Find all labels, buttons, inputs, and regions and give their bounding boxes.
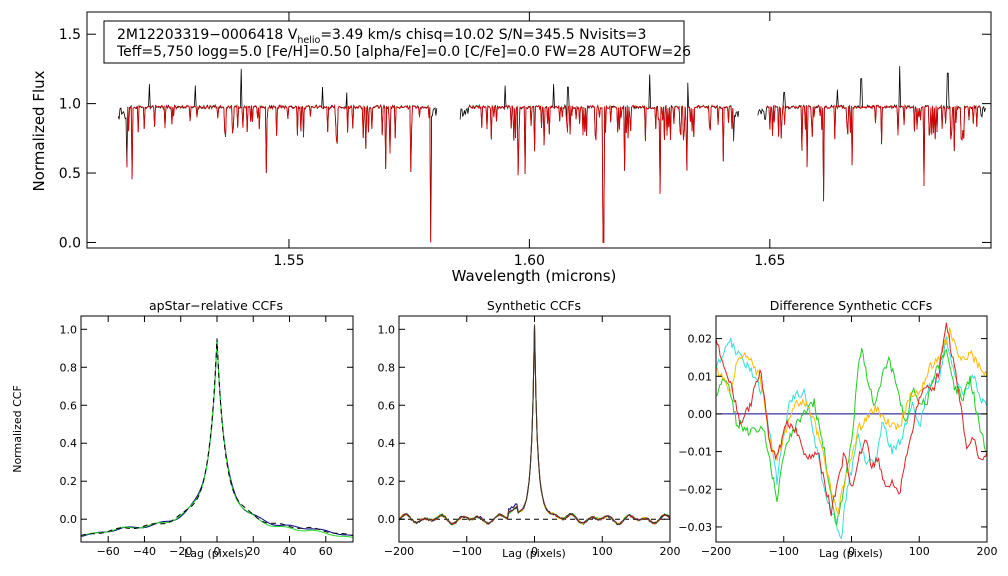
apstar-ccf-ticks: −60 −40 −20 0 20 40 60 0.0 0.2 0.4 0.6 0.8 1.0 [60, 316, 353, 558]
x-tick-label: −100 [769, 545, 799, 558]
spectrum-x-label: Wavelength (microns) [452, 267, 617, 285]
y-tick-label: 0.4 [60, 437, 78, 450]
x-tick-label: −40 [133, 545, 156, 558]
y-tick-label: 0.6 [378, 399, 396, 412]
difference-ccf-plot-area [716, 322, 987, 540]
spectrum-frame [86, 11, 992, 249]
difference-ccf-ticks: −200 −100 0 100 200 −0.03 −0.02 −0.01 0.00 0.01 0.… [678, 316, 998, 558]
y-tick-label: 0.02 [688, 333, 713, 346]
synthetic-ccf-plot-area [399, 323, 670, 526]
x-tick-label: 1.65 [754, 253, 785, 269]
difference-ccf-x-label: Lag (pixels) [819, 547, 883, 560]
x-tick-label: −200 [384, 545, 414, 558]
difference-ccf-diff-red [716, 322, 987, 517]
y-tick-label: 0.0 [60, 513, 78, 526]
y-tick-label: 1.5 [59, 27, 81, 43]
ccf-series-ccf-combined [81, 338, 353, 537]
synthetic-ccf-panel: Synthetic CCFs −200 −100 0 100 200 0.0 0.2 0.4 0… [378, 298, 681, 560]
spectrum-model-line [126, 104, 432, 243]
spectrum-observed-line [459, 74, 740, 243]
y-tick-label: 0.4 [378, 437, 396, 450]
spectrum-y-label: Normalized Flux [30, 70, 48, 191]
y-tick-label: 0.0 [59, 235, 81, 251]
apstar-ccf-plot-area [81, 338, 353, 538]
x-tick-label: 60 [319, 545, 333, 558]
difference-ccf-diff-green [716, 348, 987, 528]
y-tick-label: −0.01 [678, 446, 712, 459]
y-tick-label: 0.8 [60, 361, 78, 374]
y-tick-label: 0.00 [688, 408, 713, 421]
ccf-series-ccf-green [81, 339, 353, 538]
synthetic-ccf-visit-5 [399, 325, 670, 526]
x-tick-label: −20 [169, 545, 192, 558]
x-tick-label: 0 [531, 545, 538, 558]
spectrum-ticks: 1.55 1.60 1.65 0.0 0.5 1.0 1.5 [59, 12, 991, 269]
x-tick-label: 0 [214, 545, 221, 558]
y-tick-label: 1.0 [378, 323, 396, 336]
y-tick-label: −0.03 [678, 521, 712, 534]
x-tick-label: 100 [909, 545, 930, 558]
y-tick-label: 1.0 [59, 97, 81, 113]
spectrum-info-box: 2M12203319−0006418 Vhelio=3.49 km/s chis… [103, 20, 691, 64]
difference-ccf-diff-cyan [716, 336, 987, 540]
x-tick-label: 20 [246, 545, 260, 558]
y-tick-label: 1.0 [60, 323, 78, 336]
y-tick-label: 0.0 [378, 513, 396, 526]
synthetic-ccf-visit-4 [399, 324, 670, 526]
x-tick-label: −100 [452, 545, 482, 558]
apstar-ccf-x-label: Lag (pixels) [184, 547, 248, 560]
y-tick-label: −0.02 [678, 483, 712, 496]
x-tick-label: −60 [97, 545, 120, 558]
x-tick-label: 1.60 [514, 253, 545, 269]
ccf-series-ccf-blue [81, 339, 353, 537]
y-tick-label: 0.2 [60, 475, 78, 488]
spectrum-model-line [468, 103, 734, 243]
x-tick-label: 100 [592, 545, 613, 558]
x-tick-label: 0 [848, 545, 855, 558]
spectrum-plot-area [117, 66, 986, 243]
synthetic-ccf-x-label: Lag (pixels) [502, 547, 566, 560]
x-tick-label: 40 [283, 545, 297, 558]
info-box-frame [103, 20, 685, 64]
y-tick-label: 0.2 [378, 475, 396, 488]
apstar-ccf-title: apStar−relative CCFs [149, 298, 283, 313]
info-line-1: 2M12203319−0006418 Vhelio=3.49 km/s chis… [117, 27, 646, 46]
y-tick-label: 0.01 [688, 370, 713, 383]
y-tick-label: 0.8 [378, 361, 396, 374]
x-tick-label: 200 [977, 545, 998, 558]
synthetic-ccf-visit-1 [399, 324, 670, 526]
difference-ccf-diff-yellow [716, 327, 987, 516]
spectrum-model-line [766, 104, 981, 202]
synthetic-ccf-visit-2 [399, 325, 670, 526]
difference-ccf-panel: Difference Synthetic CCFs −200 −100 0 100 20… [678, 298, 997, 560]
spectrum-panel: 1.55 1.60 1.65 0.0 0.5 1.0 1.5 2M12203319−0006… [30, 11, 992, 285]
info-line-2: Teff=5,750 logg=5.0 [Fe/H]=0.50 [alpha/F… [116, 44, 691, 60]
difference-ccf-title: Difference Synthetic CCFs [770, 298, 933, 313]
apstar-ccf-panel: apStar−relative CCFs −60 −40 −20 0 20 40 60 0.0… [11, 298, 354, 560]
y-tick-label: 0.5 [59, 166, 81, 182]
apstar-ccf-y-label: Normalized CCF [11, 385, 24, 473]
synthetic-ccf-ticks: −200 −100 0 100 200 0.0 0.2 0.4 0.6 0.8 1.0 [378, 316, 681, 558]
synthetic-ccf-title: Synthetic CCFs [487, 298, 581, 313]
synthetic-ccf-visit-3 [399, 323, 670, 526]
spectrum-observed-line [117, 68, 438, 243]
x-tick-label: 1.55 [273, 253, 304, 269]
x-tick-label: −200 [701, 545, 731, 558]
y-tick-label: 0.6 [60, 399, 78, 412]
x-tick-label: 200 [660, 545, 681, 558]
